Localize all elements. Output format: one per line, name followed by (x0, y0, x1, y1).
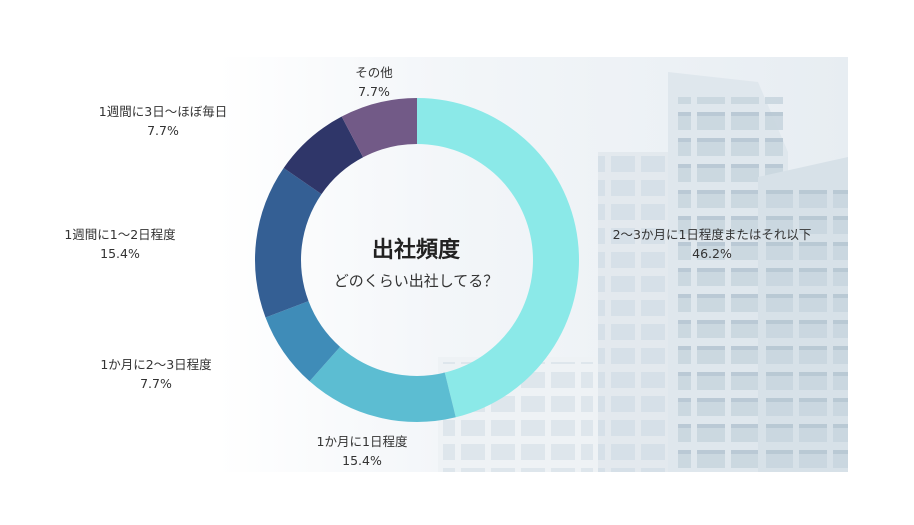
donut-slice-1 (309, 346, 456, 422)
chart-center-title: 出社頻度 (371, 238, 460, 263)
slice-label-name: 1週間に1〜2日程度 (64, 227, 176, 242)
slice-label-value: 7.7% (140, 376, 172, 391)
slice-label-value: 7.7% (358, 84, 390, 99)
donut-slice-4 (283, 116, 364, 195)
slice-label-4: 1週間に3日〜ほぼ毎日 7.7% (13, 102, 313, 140)
slice-label-value: 15.4% (100, 246, 140, 261)
slice-label-value: 46.2% (692, 246, 732, 261)
slice-label-value: 15.4% (342, 453, 382, 468)
slice-label-5: その他 7.7% (224, 63, 524, 101)
slice-label-2: 1か月に2〜3日程度 7.7% (6, 355, 306, 393)
donut-slice-3 (255, 167, 322, 318)
chart-center-subtitle: どのくらい出社してる？ (333, 272, 499, 290)
donut-slice-2 (265, 301, 341, 382)
donut-slice-0 (417, 98, 579, 418)
donut-slice-5 (341, 98, 417, 158)
slice-label-name: 1週間に3日〜ほぼ毎日 (98, 104, 228, 119)
slice-label-0: 2〜3か月に1日程度またはそれ以下 46.2% (562, 225, 862, 263)
slice-label-name: その他 (355, 65, 393, 80)
slice-label-1: 1か月に1日程度 15.4% (212, 432, 512, 470)
slice-label-value: 7.7% (147, 123, 179, 138)
slice-label-name: 1か月に2〜3日程度 (100, 357, 212, 372)
slice-label-name: 2〜3か月に1日程度またはそれ以下 (612, 227, 812, 242)
building-background-image (218, 57, 848, 472)
slice-label-3: 1週間に1〜2日程度 15.4% (0, 225, 270, 263)
slice-label-name: 1か月に1日程度 (316, 434, 408, 449)
